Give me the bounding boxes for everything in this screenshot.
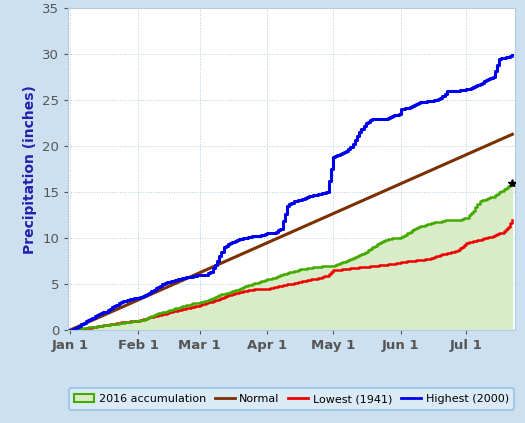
Y-axis label: Precipitation (inches): Precipitation (inches) xyxy=(23,85,37,254)
Legend: 2016 accumulation, Normal, Lowest (1941), Highest (2000): 2016 accumulation, Normal, Lowest (1941)… xyxy=(69,388,514,409)
